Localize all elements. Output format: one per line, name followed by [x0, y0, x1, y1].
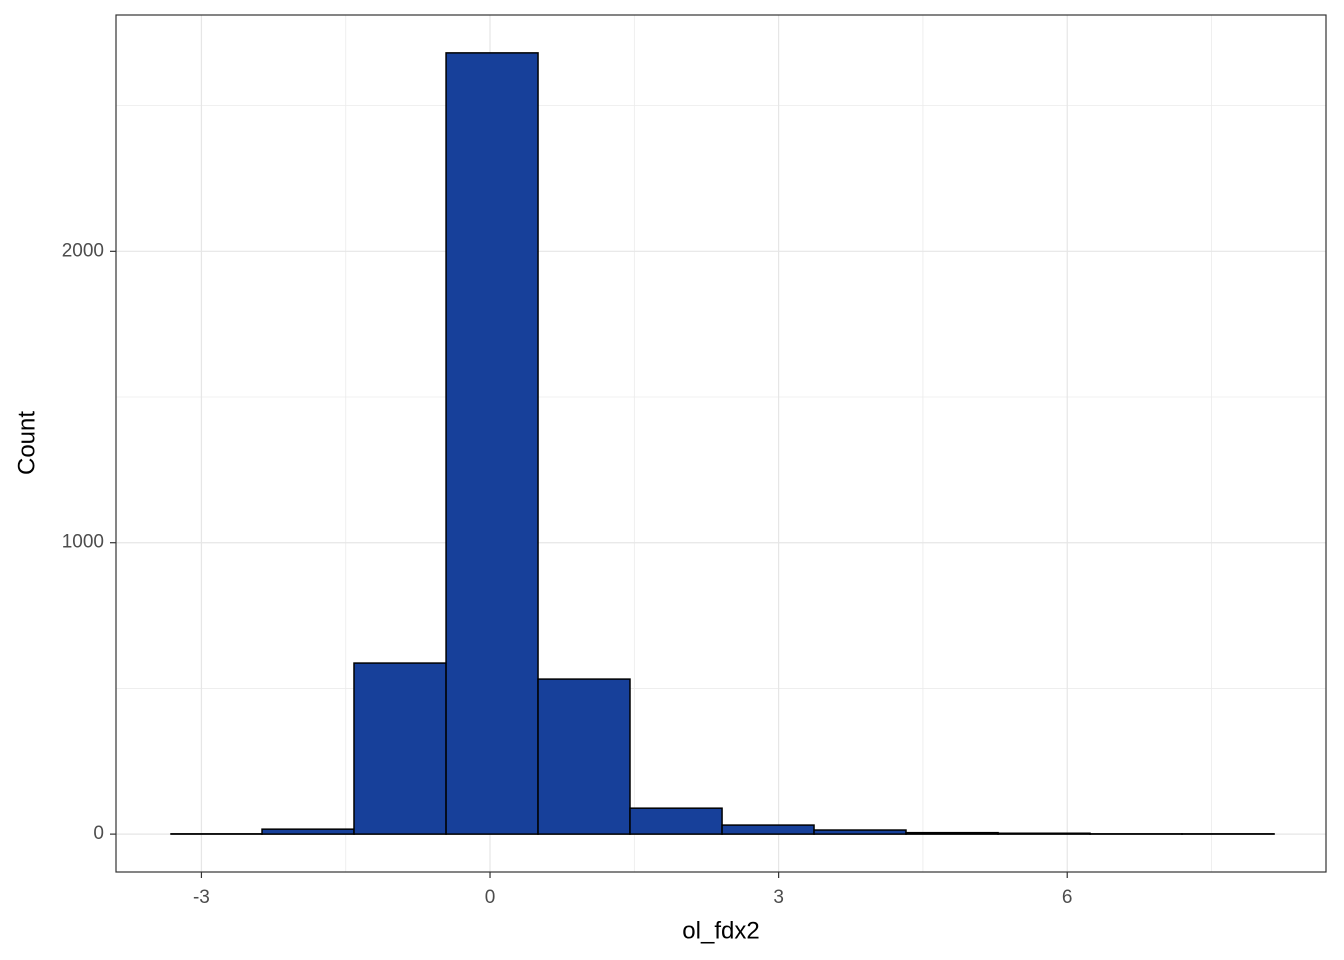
bar [997, 832, 1091, 835]
x-axis-title: ol_fdx2 [682, 917, 759, 944]
bar [537, 678, 631, 835]
bar [353, 662, 447, 835]
bar [445, 52, 539, 835]
panel-border [115, 14, 1327, 873]
bars [170, 52, 1275, 835]
bar [813, 829, 907, 835]
y-tick-label: 2000 [62, 240, 104, 261]
bar [629, 807, 723, 835]
x-tick-label: 3 [773, 887, 784, 908]
bar [905, 831, 999, 835]
y-tick-label: 0 [93, 823, 104, 844]
bar [721, 824, 815, 835]
x-tick-label: -3 [193, 887, 210, 908]
bar [261, 828, 355, 835]
x-tick-label: 6 [1062, 887, 1073, 908]
y-axis-title: Count [13, 411, 40, 475]
x-tick-label: 0 [485, 887, 496, 908]
y-tick-label: 1000 [62, 532, 104, 553]
